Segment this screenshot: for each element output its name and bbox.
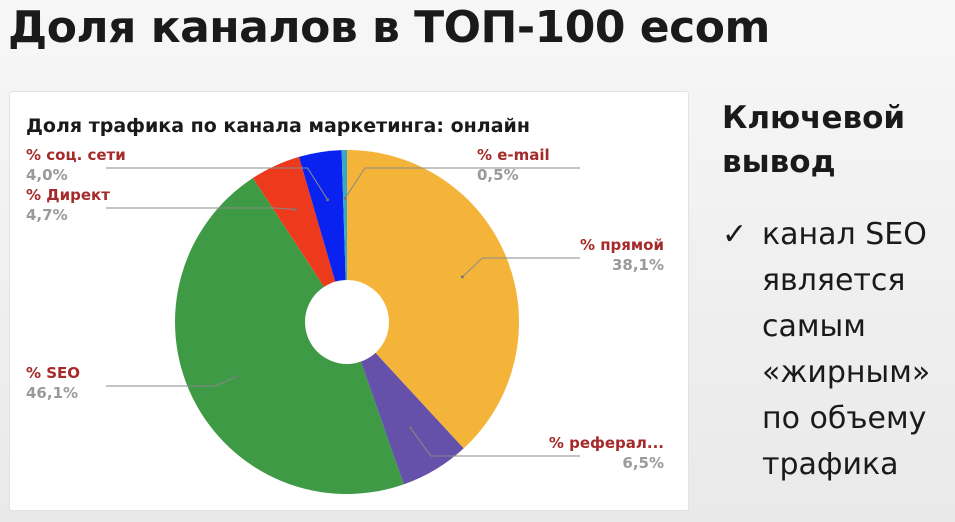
- key-takeaway-panel: Ключевой вывод ✓ канал SEO является самы…: [722, 96, 950, 488]
- slice-label-referral: % реферал...: [549, 434, 664, 452]
- leader-line-social: [106, 167, 329, 200]
- slice-value-direct_traffic: 38,1%: [612, 256, 664, 274]
- chart-title: Доля трафика по канала маркетинга: онлай…: [26, 115, 530, 137]
- check-icon: ✓: [722, 217, 748, 252]
- leader-dot-seo: [234, 375, 238, 379]
- leader-dot-context: [293, 207, 297, 211]
- leader-dot-email: [343, 196, 347, 200]
- slice-label-direct_traffic: % прямой: [580, 236, 664, 254]
- slice-value-context: 4,7%: [26, 206, 68, 224]
- slice-label-social: % соц. сети: [26, 146, 126, 164]
- slide-title: Доля каналов в ТОП-100 ecom: [8, 2, 770, 53]
- slice-context: [252, 156, 347, 322]
- slice-social: [298, 150, 347, 322]
- donut-slices: [175, 150, 519, 494]
- takeaway-text: канал SEO является самым «жирным» по объ…: [762, 217, 931, 482]
- leader-line-seo: [106, 376, 237, 387]
- leader-line-context: [106, 207, 296, 210]
- leader-line-referral: [410, 427, 580, 457]
- slice-email: [341, 150, 347, 322]
- chart-panel: Доля трафика по канала маркетинга: онлай…: [10, 92, 688, 510]
- slice-direct_traffic: [347, 150, 519, 449]
- leader-dot-direct_traffic: [460, 275, 464, 279]
- slice-labels: % прямой 38,1% % реферал... 6,5% % SEO 46,1%%…: [26, 146, 664, 472]
- leader-line-direct_traffic: [461, 257, 580, 278]
- donut-hole: [305, 280, 389, 364]
- slice-label-email: % e-mail: [477, 146, 550, 164]
- slice-label-seo: % SEO: [26, 364, 80, 382]
- slice-seo: [175, 177, 404, 494]
- slice-referral: [347, 322, 464, 485]
- leader-dot-social: [326, 198, 330, 202]
- leader-dot-referral: [409, 426, 413, 430]
- leader-line-email: [344, 167, 580, 199]
- slice-value-email: 0,5%: [477, 166, 519, 184]
- slice-value-social: 4,0%: [26, 166, 68, 184]
- slice-value-seo: 46,1%: [26, 384, 78, 402]
- slice-value-referral: 6,5%: [622, 454, 664, 472]
- donut-chart: Доля трафика по канала маркетинга: онлай…: [26, 115, 664, 494]
- slice-label-context: % Директ: [26, 186, 110, 204]
- takeaway-heading: Ключевой вывод: [722, 100, 906, 180]
- takeaway-item: ✓ канал SEO является самым «жирным» по о…: [722, 212, 950, 488]
